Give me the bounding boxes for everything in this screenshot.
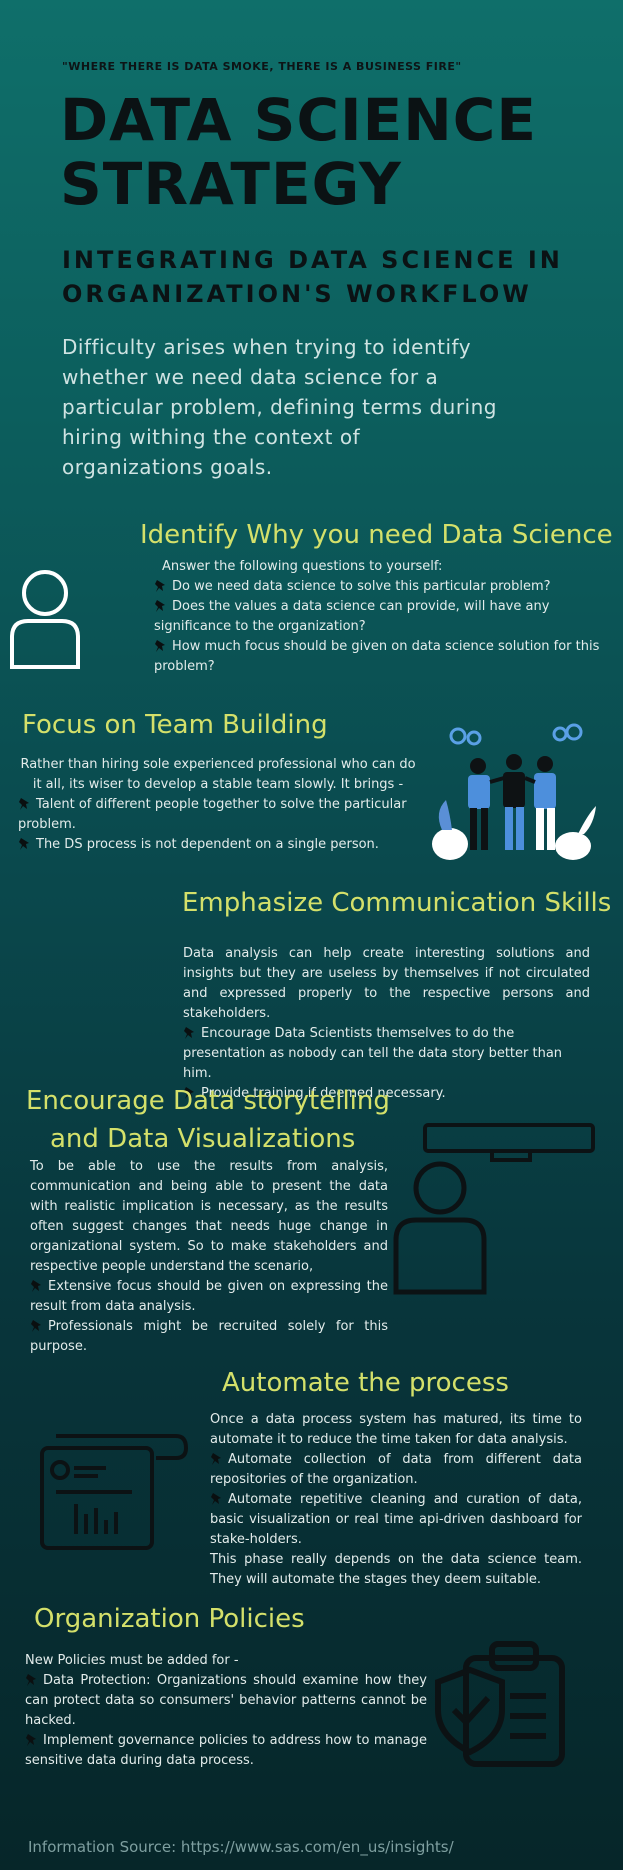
automate-bullet: Automate repetitive cleaning and curatio… [210,1492,582,1547]
subtitle-line-2: ORGANIZATION'S WORKFLOW [62,280,532,308]
page-title: DATA SCIENCE STRATEGY [60,88,537,216]
automate-closing: This phase really depends on the data sc… [210,1552,582,1587]
team-heading: Focus on Team Building [22,710,328,740]
team-bullet: The DS process is not dependent on a sin… [18,835,418,855]
pushpin-icon [30,1319,44,1333]
presenter-icon [390,1122,600,1297]
communication-heading: Emphasize Communication Skills [182,888,612,918]
identify-bullet: How much focus should be given on data s… [154,639,600,674]
storytelling-heading: Encourage Data storytelling and Data Vis… [26,1082,390,1158]
pushpin-icon [210,1492,224,1506]
automate-bullet: Automate collection of data from differe… [210,1452,582,1487]
pushpin-icon [154,579,168,593]
pushpin-icon [183,1086,197,1100]
automate-lead: Once a data process system has matured, … [210,1412,582,1447]
storytelling-text: To be able to use the results from analy… [30,1157,388,1357]
policies-lead: New Policies must be added for - [25,1653,239,1668]
pushpin-icon [25,1673,39,1687]
policies-bullet: Data Protection: Organizations should ex… [25,1673,427,1728]
identify-heading: Identify Why you need Data Science [140,520,613,550]
pushpin-icon [18,797,32,811]
intro-text: Difficulty arises when trying to identif… [62,335,497,479]
pushpin-icon [25,1733,39,1747]
identify-text: Answer the following questions to yourse… [154,557,604,677]
storytelling-lead: To be able to use the results from analy… [30,1159,388,1274]
policies-heading: Organization Policies [34,1604,305,1634]
title-line-2: STRATEGY [60,150,402,218]
team-bullet: Talent of different people together to s… [18,797,407,832]
subtitle: INTEGRATING DATA SCIENCE IN ORGANIZATION… [62,243,563,311]
automate-heading: Automate the process [222,1368,509,1398]
identify-lead: Answer the following questions to yourse… [162,559,443,574]
pushpin-icon [30,1279,44,1293]
pushpin-icon [210,1452,224,1466]
document-chart-icon [36,1430,190,1552]
pushpin-icon [154,599,168,613]
team-illustration-icon [428,722,598,862]
identify-bullet: Do we need data science to solve this pa… [154,577,604,597]
communication-bullet: Encourage Data Scientists themselves to … [183,1026,563,1081]
communication-bullet: Provide training if deemed necessary. [183,1084,590,1104]
policies-bullet: Implement governance policies to address… [25,1733,427,1768]
automate-text: Once a data process system has matured, … [210,1410,582,1590]
shield-clipboard-icon [430,1636,570,1768]
storytelling-heading-line-1: Encourage Data storytelling [26,1086,390,1116]
communication-lead: Data analysis can help create interestin… [183,946,590,1021]
storytelling-heading-line-2: and Data Visualizations [50,1124,356,1154]
title-line-1: DATA SCIENCE [60,86,537,154]
quote: "WHERE THERE IS DATA SMOKE, THERE IS A B… [62,60,462,73]
source-footer: Information Source: https://www.sas.com/… [28,1838,454,1856]
identify-bullet: Does the values a data science can provi… [154,599,550,634]
communication-text: Data analysis can help create interestin… [183,944,590,1104]
pushpin-icon [18,837,32,851]
person-outline-icon [8,565,82,671]
team-lead: Rather than hiring sole experienced prof… [20,757,416,792]
policies-text: New Policies must be added for - Data Pr… [25,1651,427,1771]
pushpin-icon [154,639,168,653]
storytelling-bullet: Extensive focus should be given on expre… [30,1279,388,1314]
storytelling-bullet: Professionals might be recruited solely … [30,1319,388,1354]
subtitle-line-1: INTEGRATING DATA SCIENCE IN [62,246,563,274]
team-text: Rather than hiring sole experienced prof… [18,755,418,855]
pushpin-icon [183,1026,197,1040]
